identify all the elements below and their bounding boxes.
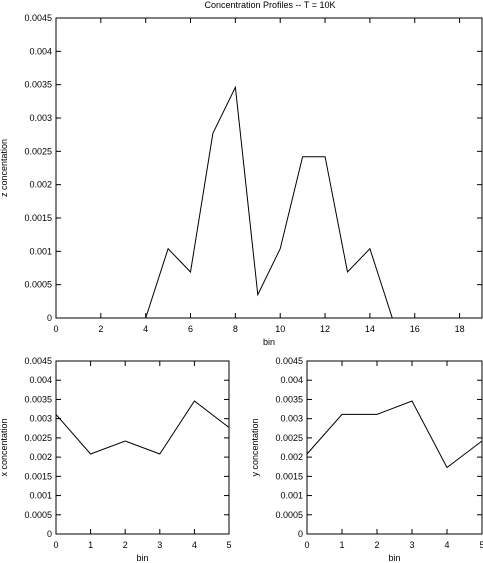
x-chart-ytick-label: 0.003 (29, 414, 52, 424)
x-chart-xtick-label: 2 (123, 540, 128, 550)
z-chart-xtick-label: 4 (143, 324, 148, 334)
x-chart-xlabel: bin (136, 553, 148, 563)
z-chart-ytick-label: 0.0005 (24, 280, 52, 290)
y-chart-frame (306, 360, 483, 535)
y-chart-ytick-label: 0.0025 (275, 433, 303, 443)
x-chart-frame (55, 360, 230, 535)
z-chart-xtick-label: 10 (275, 324, 285, 334)
z-chart-ytick-label: 0.0045 (24, 13, 52, 23)
z-chart-ytick-label: 0.0035 (24, 80, 52, 90)
x-chart-ytick-label: 0.0025 (24, 433, 52, 443)
y-chart-series-line (306, 400, 483, 469)
y-chart-ylabel: y concentation (250, 418, 260, 476)
z-chart-ytick-label: 0.004 (29, 46, 52, 56)
y-chart-xtick-label: 2 (374, 540, 379, 550)
y-chart-xlabel: bin (388, 553, 400, 563)
y-chart-ytick-label: 0.0035 (275, 394, 303, 404)
x-chart-ytick-label: 0 (47, 529, 52, 539)
z-chart-series-line (56, 85, 482, 319)
y-chart-ytick-label: 0.003 (280, 414, 303, 424)
z-chart-xtick-label: 18 (455, 324, 465, 334)
x-chart-ytick-label: 0.004 (29, 375, 52, 385)
z-chart-title: Concentration Profiles -- T = 10K (205, 0, 336, 10)
z-chart-ytick-label: 0.001 (29, 246, 52, 256)
y-chart-ytick-label: 0.004 (280, 375, 303, 385)
x-chart-xtick-label: 1 (88, 540, 93, 550)
x-chart-ytick-label: 0.0045 (24, 356, 52, 366)
y-chart-xtick-label: 4 (444, 540, 449, 550)
z-chart-xtick-label: 12 (320, 324, 330, 334)
z-chart-xtick-label: 0 (53, 324, 58, 334)
y-chart-xtick-label: 3 (409, 540, 414, 550)
y-chart-xtick-label: 5 (479, 540, 483, 550)
z-chart-ytick-label: 0.0015 (24, 213, 52, 223)
z-chart: 0 0.0005 0.001 0.0015 0.002 0.0025 0.003 0.0035… (0, 0, 483, 347)
y-chart-ytick-label: 0.0005 (275, 510, 303, 520)
y-chart-ytick-label: 0.002 (280, 452, 303, 462)
z-chart-frame (55, 17, 483, 319)
x-chart-ytick-label: 0.0005 (24, 510, 52, 520)
x-chart-ytick-label: 0.001 (29, 491, 52, 501)
z-chart-ytick-label: 0 (47, 313, 52, 323)
y-chart-ytick-label: 0.001 (280, 491, 303, 501)
z-chart-xtick-label: 16 (410, 324, 420, 334)
x-chart-ytick-label: 0.0035 (24, 394, 52, 404)
z-chart-ytick-label: 0.003 (29, 113, 52, 123)
z-chart-xlabel: bin (263, 337, 275, 347)
x-chart-ytick-label: 0.002 (29, 452, 52, 462)
x-chart-series-line (55, 400, 230, 455)
y-chart-xtick-label: 1 (339, 540, 344, 550)
z-chart-xtick-label: 2 (98, 324, 103, 334)
x-chart-xtick-label: 3 (157, 540, 162, 550)
y-chart: 0 0.0005 0.001 0.0015 0.002 0.0025 0.003 0.0035… (250, 356, 483, 563)
x-chart: 0 0.0005 0.001 0.0015 0.002 0.0025 0.003 0.0035… (0, 356, 232, 563)
z-chart-ytick-label: 0.002 (29, 180, 52, 190)
x-chart-xtick-label: 0 (53, 540, 58, 550)
y-chart-ytick-label: 0 (298, 529, 303, 539)
z-chart-ylabel: z concentation (0, 139, 9, 197)
y-chart-ytick-label: 0.0015 (275, 471, 303, 481)
z-chart-xtick-label: 6 (188, 324, 193, 334)
x-chart-xtick-label: 5 (226, 540, 231, 550)
x-chart-ytick-label: 0.0015 (24, 471, 52, 481)
x-chart-xtick-label: 4 (192, 540, 197, 550)
z-chart-xtick-label: 8 (233, 324, 238, 334)
y-chart-ytick-label: 0.0045 (275, 356, 303, 366)
z-chart-ytick-label: 0.0025 (24, 146, 52, 156)
z-chart-xtick-label: 14 (365, 324, 375, 334)
x-chart-ylabel: x concentation (0, 418, 9, 476)
y-chart-xtick-label: 0 (304, 540, 309, 550)
